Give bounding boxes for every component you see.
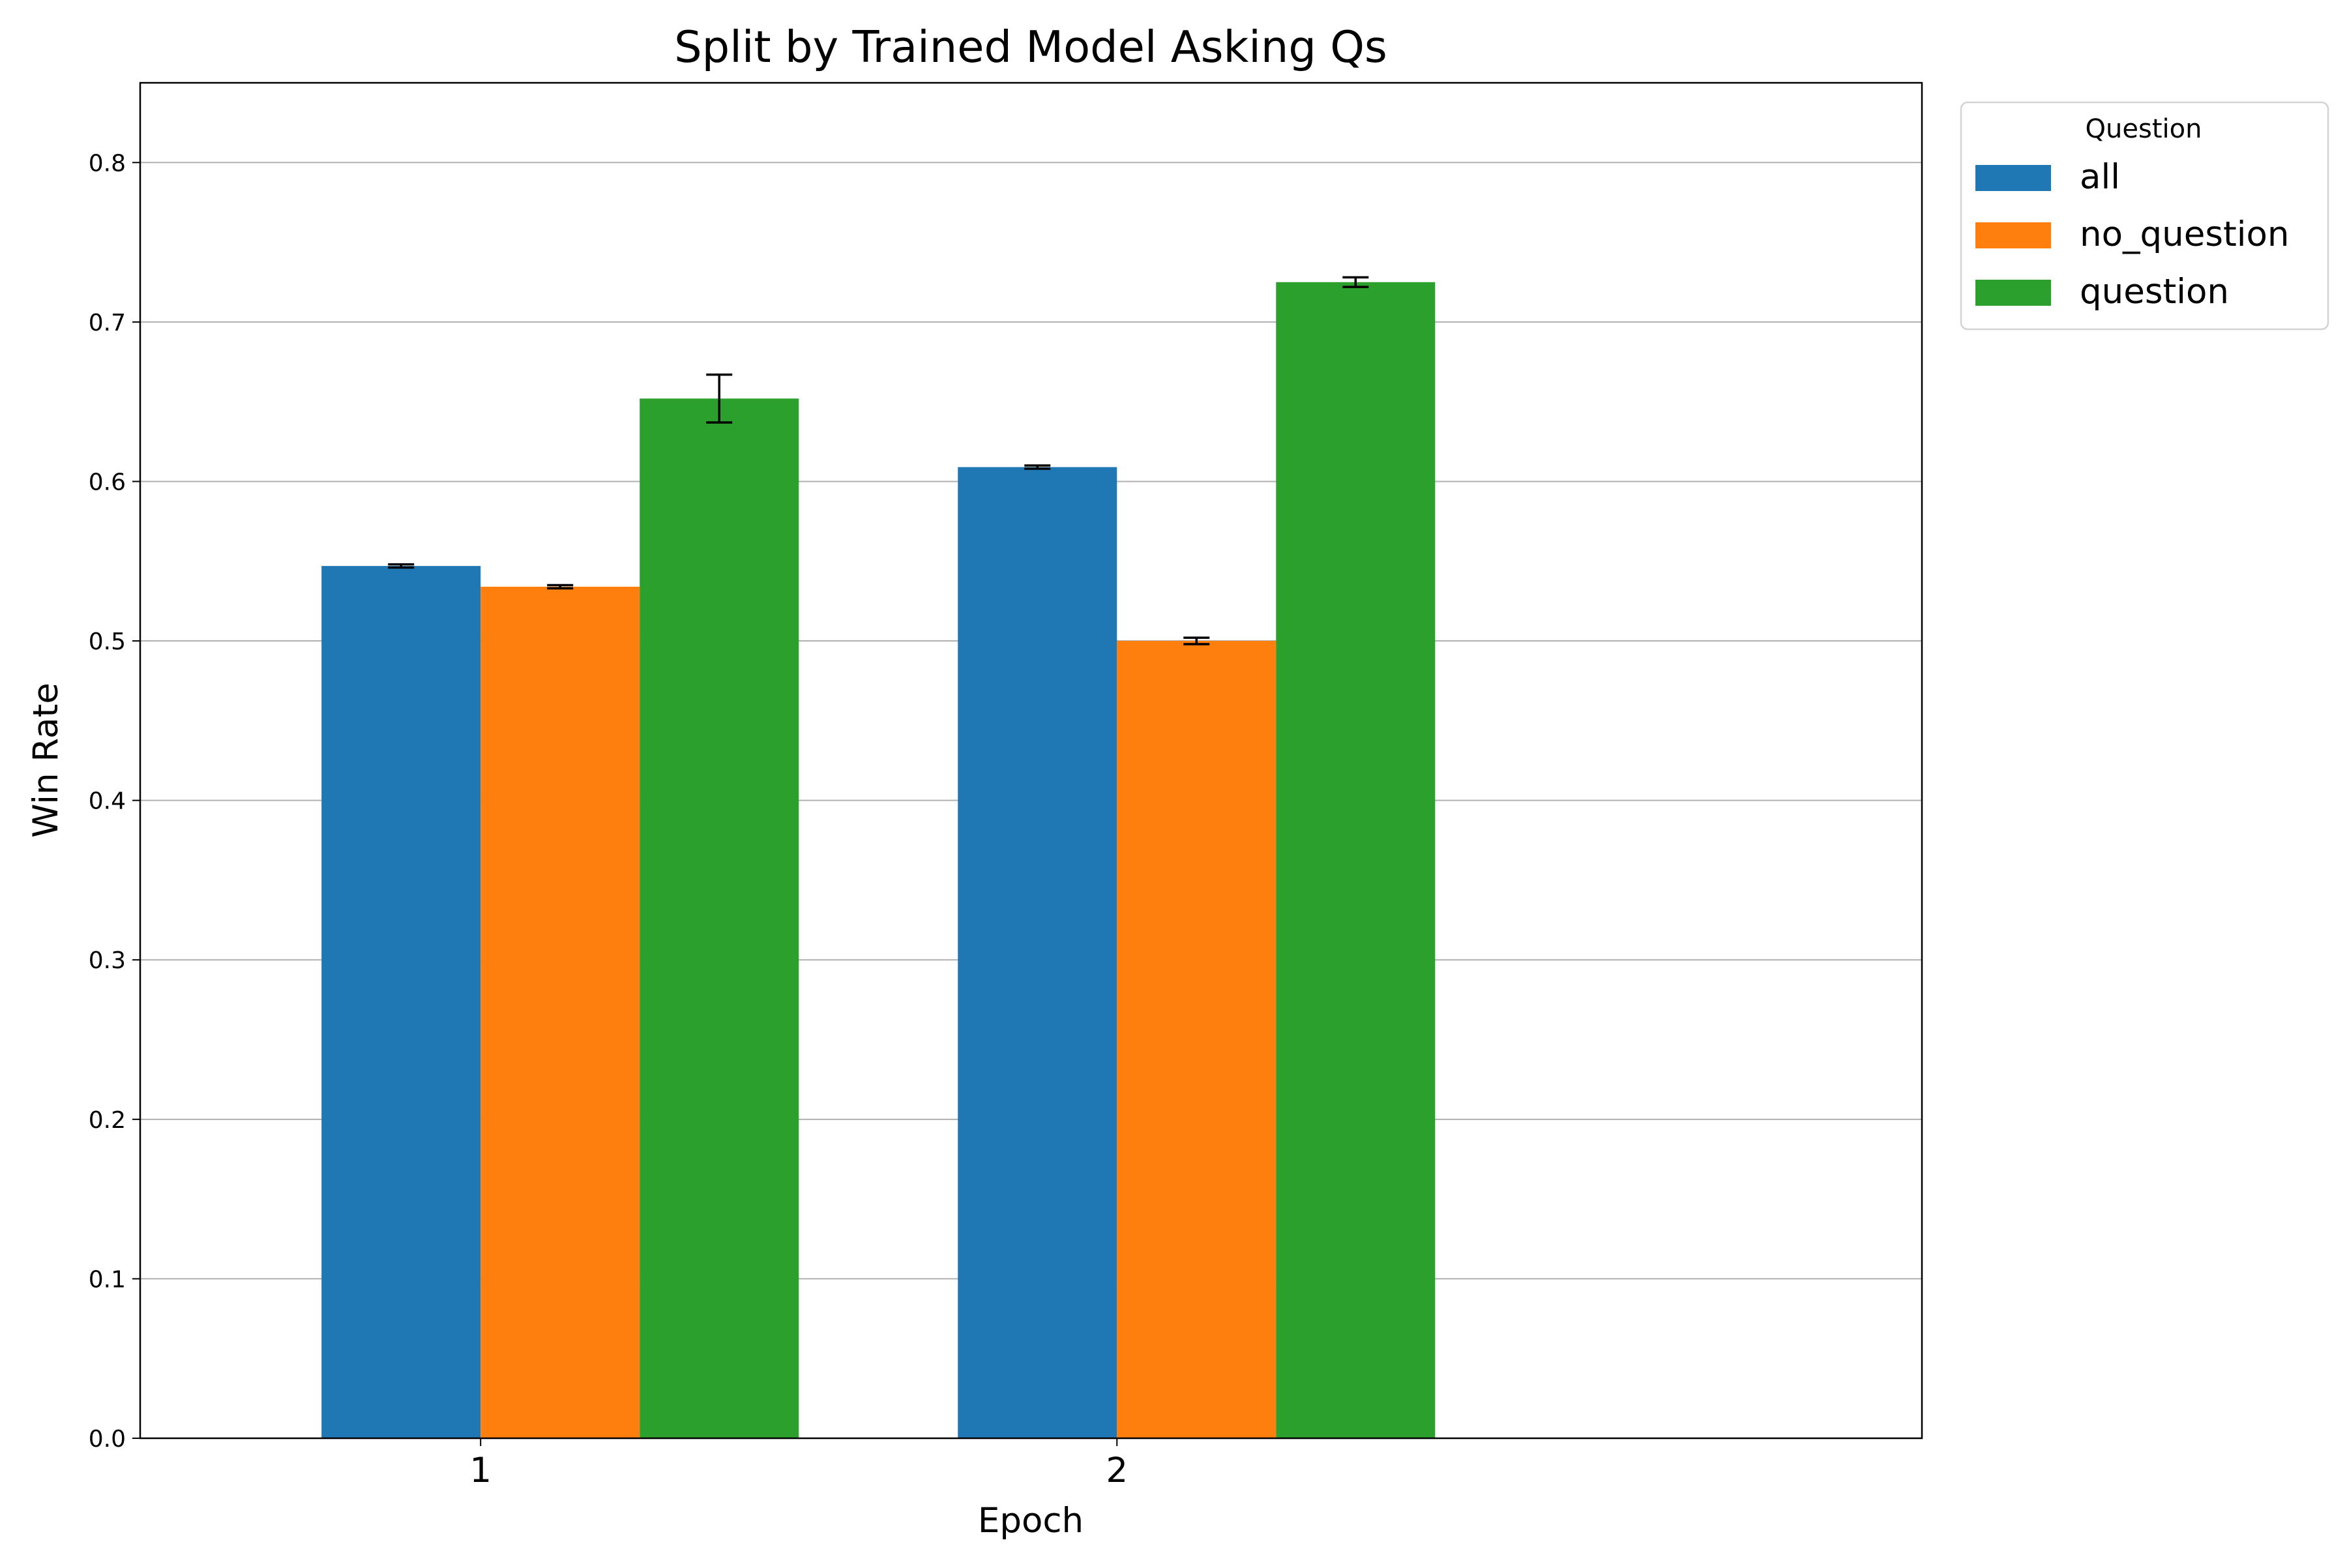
bar-question-epoch-1	[640, 398, 799, 1439]
bar-question-epoch-2	[1276, 282, 1436, 1438]
y-axis: 0.0 0.1 0.2 0.3 0.4 0.5 0.6 0.7 0.8	[89, 150, 140, 1453]
y-tick-label: 0.1	[89, 1266, 126, 1293]
legend-label-question: question	[2080, 272, 2229, 312]
legend-swatch-all	[1975, 165, 2051, 191]
bar-all-epoch-2	[958, 467, 1117, 1438]
bar-no_question-epoch-2	[1117, 641, 1277, 1438]
legend-label-no_question: no_question	[2080, 214, 2290, 254]
legend-swatch-no_question	[1975, 222, 2051, 248]
x-axis-label: Epoch	[978, 1501, 1084, 1541]
legend-label-all: all	[2080, 157, 2120, 197]
chart-title: Split by Trained Model Asking Qs	[674, 22, 1387, 72]
legend-items: all no_question question	[1975, 157, 2290, 312]
bars	[321, 282, 1436, 1439]
y-tick-label: 0.2	[89, 1107, 126, 1134]
legend-frame	[1960, 101, 2329, 331]
bar-all-epoch-1	[321, 566, 481, 1439]
y-tick-label: 0.7	[89, 310, 126, 336]
y-tick-label: 0.8	[89, 150, 126, 177]
legend: Question all no_question question	[1960, 101, 2329, 331]
plot-frame	[139, 81, 1923, 1440]
error-bars	[388, 276, 1369, 645]
y-axis-label: Win Rate	[26, 683, 66, 838]
x-tick-label: 2	[1106, 1451, 1128, 1490]
bar-no_question-epoch-1	[480, 586, 640, 1438]
legend-title: Question	[2086, 114, 2202, 144]
y-tick-label: 0.6	[89, 469, 126, 496]
y-tick-label: 0.4	[89, 788, 126, 815]
x-tick-label: 1	[469, 1451, 492, 1490]
legend-swatch-question	[1975, 280, 2051, 306]
y-tick-label: 0.5	[89, 629, 126, 655]
y-tick-label: 0.0	[89, 1426, 126, 1453]
y-tick-label: 0.3	[89, 947, 126, 974]
